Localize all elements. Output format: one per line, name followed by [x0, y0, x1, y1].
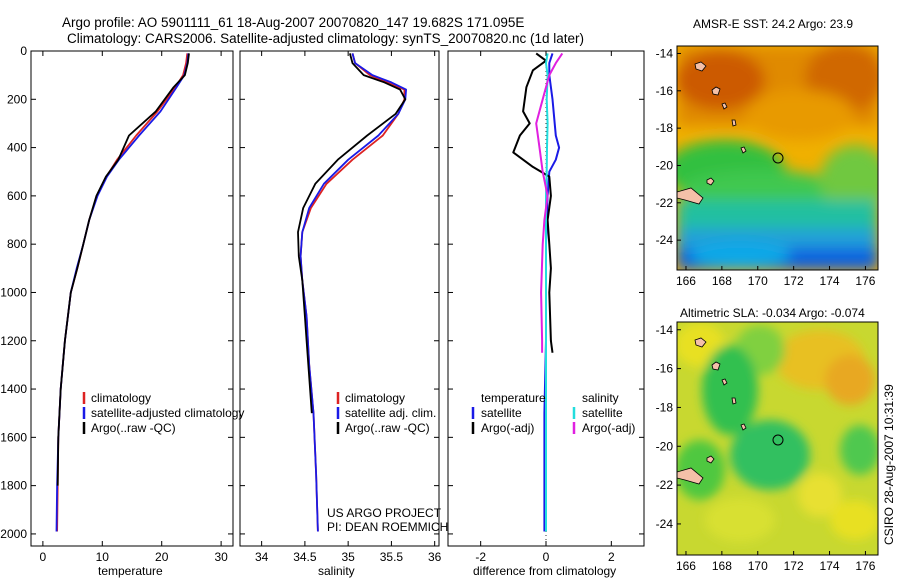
legend-heading-salinity: salinity [582, 391, 619, 405]
sst-map-ytick-label: -20 [656, 158, 674, 172]
side-timestamp-label: CSIRO 28-Aug-2007 10:31:39 [882, 384, 896, 545]
depth-tick-label: 800 [7, 237, 27, 251]
map-axis-ticks: 166 168 170 172 174 176 -14 -16 -18 -20 -22 -24 166 1… [656, 46, 876, 573]
difference-xtick-label: 2 [608, 550, 615, 564]
sst-map-ytick-label: -24 [656, 233, 674, 247]
temperature-series-1 [55, 53, 190, 532]
salinity-xtick-label: 36 [428, 550, 442, 564]
salinity-xtick-label: 35.5 [380, 550, 404, 564]
sla-map-ytick-label: -14 [656, 323, 674, 337]
difference-series-1 [512, 52, 554, 353]
sst-map-field [677, 46, 878, 270]
sla-map-xtick-label: 168 [712, 559, 732, 573]
sla-map-ytick-label: -22 [656, 478, 674, 492]
legend-label-satellite: satellite adj. clim. [345, 406, 436, 420]
temperature-xtick-label: 10 [96, 550, 110, 564]
figure-title-line1: Argo profile: AO 5901111_61 18-Aug-2007 … [62, 15, 524, 30]
sla-map-ytick-label: -18 [656, 400, 674, 414]
sst-map-ytick-label: -18 [656, 121, 674, 135]
sla-map-xtick-label: 172 [784, 559, 804, 573]
depth-tick-label: 200 [7, 92, 27, 106]
depth-tick-label: 1000 [0, 285, 27, 299]
sst-map-xtick-label: 172 [784, 274, 804, 288]
temperature-legend: climatology satellite-adjusted climatolo… [82, 391, 244, 435]
depth-tick-label: 600 [7, 189, 27, 203]
legend-label-sal-argo: Argo(-adj) [582, 421, 635, 435]
axis-tick-labels: 0 10 20 30020040060080010001200140016001800… [0, 44, 615, 564]
temperature-series-2 [56, 53, 190, 486]
credit-project: US ARGO PROJECT [327, 506, 442, 520]
salinity-xtick-label: 35 [341, 550, 355, 564]
axis-ticks [31, 50, 644, 546]
credit-pi: PI: DEAN ROEMMICH [327, 520, 448, 534]
sst-map-xtick-label: 174 [820, 274, 840, 288]
temperature-panel-frame [30, 50, 234, 547]
sst-map-xtick-label: 170 [748, 274, 768, 288]
legend-label-temp-argo: Argo(-adj) [481, 421, 534, 435]
difference-axis-label: difference from climatology [473, 564, 616, 578]
salinity-series-2 [297, 53, 407, 414]
temperature-xtick-label: 30 [214, 550, 228, 564]
depth-tick-label: 1600 [0, 430, 27, 444]
argo-float-marker-sst [772, 152, 784, 164]
sst-map-title: AMSR-E SST: 24.2 Argo: 23.9 [693, 17, 853, 31]
sla-map-xtick-label: 174 [820, 559, 840, 573]
temperature-xtick-label: 0 [40, 550, 47, 564]
depth-tick-label: 1400 [0, 382, 27, 396]
sla-map-frame [676, 321, 879, 556]
sla-map-field [677, 322, 878, 555]
salinity-legend: climatology satellite adj. clim. Argo(..… [336, 391, 436, 435]
sst-map-frame [676, 45, 879, 271]
sst-map-xtick-label: 168 [712, 274, 732, 288]
salinity-axis-label: salinity [318, 564, 355, 578]
legend-label-sal-satellite: satellite [582, 406, 623, 420]
sst-map-ytick-label: -14 [656, 46, 674, 60]
profile-lines [55, 51, 564, 546]
sla-map-ytick-label: -20 [656, 439, 674, 453]
sla-map-title: Altimetric SLA: -0.034 Argo: -0.074 [680, 306, 865, 320]
difference-series-3 [535, 52, 564, 353]
temperature-xtick-label: 20 [155, 550, 169, 564]
depth-tick-label: 400 [7, 141, 27, 155]
legend-label-argo: Argo(..raw -QC) [345, 421, 430, 435]
difference-xtick-label: 0 [543, 550, 550, 564]
sla-map-ytick-label: -16 [656, 362, 674, 376]
sla-map-ytick-label: -24 [656, 517, 674, 531]
difference-legend: temperature satellite Argo(-adj) salinit… [471, 391, 635, 435]
depth-tick-label: 1800 [0, 479, 27, 493]
legend-label-argo: Argo(..raw -QC) [91, 421, 176, 435]
depth-tick-label: 1200 [0, 334, 27, 348]
sst-map-ytick-label: -22 [656, 196, 674, 210]
salinity-xtick-label: 34 [255, 550, 269, 564]
difference-xtick-label: -2 [475, 550, 486, 564]
figure-title-line2: Climatology: CARS2006. Satellite-adjuste… [67, 31, 584, 46]
sst-map-xtick-label: 176 [855, 274, 875, 288]
legend-label-climatology: climatology [345, 391, 405, 405]
salinity-panel-frame [239, 50, 440, 547]
legend-label-climatology: climatology [91, 391, 151, 405]
legend-label-satellite: satellite-adjusted climatology [91, 406, 244, 420]
depth-tick-label: 0 [20, 44, 27, 58]
argo-float-marker-sla [772, 434, 784, 446]
salinity-xtick-label: 34.5 [293, 550, 317, 564]
difference-series-2 [545, 53, 549, 532]
sst-map-ytick-label: -16 [656, 84, 674, 98]
sst-map-xtick-label: 166 [676, 274, 696, 288]
temperature-series-0 [56, 53, 189, 532]
temperature-axis-label: temperature [98, 564, 163, 578]
difference-series-0 [543, 53, 561, 532]
depth-tick-label: 2000 [0, 527, 27, 541]
legend-heading-temperature: temperature [481, 391, 546, 405]
legend-label-temp-satellite: satellite [481, 406, 522, 420]
sla-map-xtick-label: 176 [855, 559, 875, 573]
sla-map-xtick-label: 170 [748, 559, 768, 573]
sla-map-xtick-label: 166 [676, 559, 696, 573]
